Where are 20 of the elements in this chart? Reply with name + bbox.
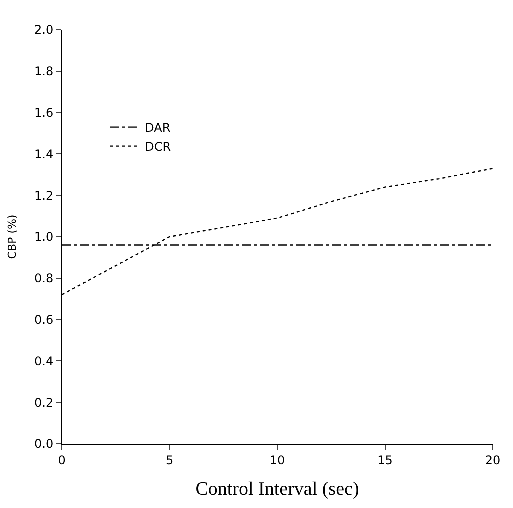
y-tick-label: 1.0 (34, 230, 54, 244)
y-tick-label: 0.4 (34, 354, 54, 368)
y-tick-label: 0.0 (34, 437, 54, 452)
y-tick-label: 0.6 (34, 313, 54, 327)
y-tick-label: 1.8 (34, 64, 54, 79)
y-tick-label: 0.8 (34, 272, 54, 286)
legend-label: DCR (145, 140, 172, 154)
x-tick-label: 5 (166, 453, 174, 468)
y-tick-label: 1.6 (34, 106, 54, 120)
x-tick-label: 0 (58, 453, 66, 468)
y-tick-label: 2.0 (34, 23, 54, 38)
y-tick-label: 1.2 (34, 188, 54, 203)
y-tick-label: 1.4 (34, 147, 54, 162)
legend-label: DAR (145, 120, 171, 135)
x-tick-label: 15 (378, 453, 393, 468)
x-axis-title: Control Interval (sec) (196, 479, 360, 500)
y-axis-title: CBP (%) (6, 214, 20, 260)
x-tick-label: 20 (485, 453, 501, 468)
x-tick-label: 10 (270, 453, 286, 468)
y-tick-label: 0.2 (34, 396, 54, 410)
